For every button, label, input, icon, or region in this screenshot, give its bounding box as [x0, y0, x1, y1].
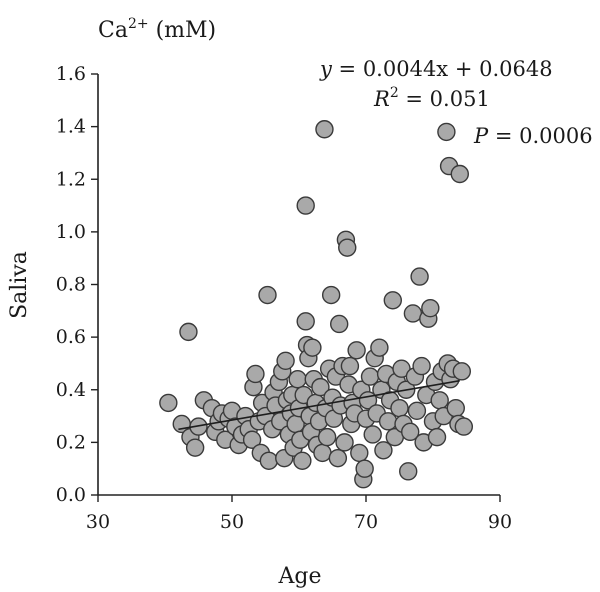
data-point	[258, 285, 277, 305]
data-point	[338, 238, 357, 257]
x-axis-ticks: 30 50 70 90	[86, 495, 512, 533]
data-point	[347, 341, 366, 360]
data-point	[328, 448, 348, 468]
data-point	[427, 427, 447, 447]
x-tick-label: 50	[220, 511, 244, 533]
data-point	[446, 398, 465, 418]
data-point	[383, 291, 402, 310]
data-point	[410, 267, 429, 286]
data-point	[293, 451, 312, 470]
data-point	[185, 438, 205, 457]
data-point	[392, 359, 411, 378]
regression-line	[178, 379, 460, 431]
data-point	[421, 298, 440, 318]
y-axis-title: Saliva	[7, 251, 32, 319]
y-tick-label: 0.8	[56, 274, 86, 296]
x-tick-label: 30	[86, 511, 110, 533]
data-point	[363, 425, 382, 444]
data-point	[303, 338, 322, 357]
x-tick-label: 70	[354, 511, 378, 533]
y-tick-label: 0.2	[56, 431, 86, 453]
data-points	[159, 120, 474, 489]
y-tick-label: 0.0	[56, 484, 86, 506]
x-axis-title: Age	[278, 564, 322, 589]
data-point	[179, 322, 198, 342]
data-point	[246, 364, 265, 384]
data-point	[454, 417, 474, 436]
data-point	[374, 441, 393, 460]
data-point	[317, 427, 337, 447]
y-tick-label: 1.0	[56, 221, 86, 243]
data-point	[296, 196, 315, 215]
data-point	[242, 430, 262, 449]
data-point	[350, 443, 369, 463]
data-point	[430, 391, 449, 410]
data-point	[407, 401, 427, 420]
data-point	[159, 393, 178, 413]
y-tick-label: 1.6	[56, 63, 86, 85]
data-point	[403, 304, 423, 323]
y-axis-ticks: 0.0 0.2 0.4 0.6 0.8 1.0 1.2 1.4 1.6	[56, 63, 98, 506]
data-point	[288, 370, 307, 389]
data-point	[399, 462, 418, 481]
regression-line-group	[178, 379, 460, 431]
data-point	[437, 122, 456, 142]
data-point	[401, 422, 420, 442]
data-point	[450, 164, 469, 184]
data-point	[390, 398, 409, 418]
r-squared-label: R2 = 0.051	[373, 85, 490, 111]
data-point	[452, 362, 472, 381]
y-tick-label: 0.4	[56, 379, 86, 401]
y-unit-label: Ca2+ (mM)	[98, 16, 216, 43]
y-tick-label: 0.6	[56, 326, 86, 348]
data-point	[412, 356, 431, 376]
data-point	[335, 433, 354, 452]
data-point	[276, 351, 295, 371]
data-point	[315, 120, 334, 139]
y-tick-label: 1.2	[56, 168, 86, 190]
data-point	[313, 443, 332, 463]
data-point	[311, 377, 330, 397]
data-point	[321, 285, 341, 305]
y-tick-label: 1.4	[56, 116, 86, 138]
data-point	[340, 356, 360, 376]
data-point	[296, 312, 315, 331]
data-point	[330, 314, 349, 334]
data-point	[355, 459, 374, 478]
data-point	[259, 451, 279, 470]
data-point	[370, 338, 389, 357]
regression-equation: y = 0.0044x + 0.0648	[319, 57, 553, 81]
x-tick-label: 90	[488, 511, 512, 533]
p-value-label: P = 0.0006	[473, 124, 593, 148]
